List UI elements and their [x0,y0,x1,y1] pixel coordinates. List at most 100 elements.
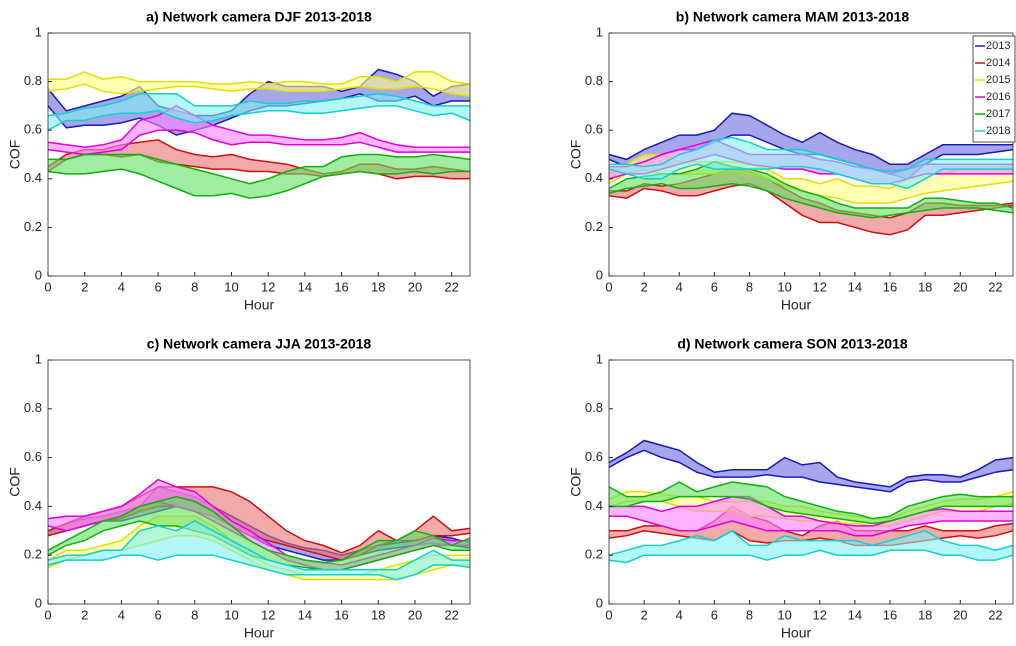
band-lower-edge [608,549,1014,564]
y-tick-label: 1 [596,24,603,39]
x-tick-label: 2 [81,607,88,622]
band-lower-edge [47,554,471,581]
legend-label: 2016 [986,91,1010,103]
band-lower-edge [608,182,1014,219]
band-fill [609,482,1013,524]
y-tick-label: 1 [35,24,42,39]
x-tick-label: 22 [988,607,1002,622]
band-lower-edge [609,515,1013,537]
band-upper-edge [47,93,470,117]
y-tick-label: 0.4 [585,498,603,513]
x-tick-label: 4 [676,607,683,622]
legend-label: 2014 [986,57,1010,69]
y-tick-label: 0.8 [585,73,603,88]
chart-title: c) Network camera JJA 2013-2018 [147,336,372,352]
band-fill [609,161,1013,218]
x-tick-label: 12 [813,607,827,622]
band-lower-edge [609,495,1013,525]
x-tick-label: 16 [883,607,897,622]
x-tick-label: 10 [777,279,791,294]
x-tick-label: 2 [641,279,648,294]
y-tick-label: 0.6 [585,122,603,137]
x-tick-label: 16 [334,279,348,294]
band-fill [48,521,470,580]
x-axis-label: Hour [781,297,812,313]
band-lower-edge [47,83,471,97]
x-tick-label: 10 [224,607,238,622]
x-tick-label: 8 [746,607,753,622]
axes-box [47,32,471,277]
x-tick-label: 8 [191,607,198,622]
band-upper-edge [608,481,1013,520]
y-tick-label: 0 [35,595,42,610]
x-tick-label: 2 [641,607,648,622]
legend-label: 2015 [986,74,1010,86]
x-tick-label: 14 [298,279,312,294]
x-tick-label: 8 [746,279,753,294]
band-lower-edge [608,182,1014,236]
band-fill [48,105,470,155]
x-tick-label: 22 [444,607,458,622]
chart-title: a) Network camera DJF 2013-2018 [146,9,372,25]
x-tick-label: 18 [371,279,385,294]
x-tick-label: 0 [44,279,51,294]
band-upper-edge [47,520,470,571]
y-tick-label: 1 [35,351,42,366]
y-tick-label: 0.6 [24,449,42,464]
x-tick-label: 4 [118,279,125,294]
x-tick-label: 12 [261,607,275,622]
y-axis-label: COF [568,467,584,497]
y-tick-label: 0.4 [585,170,603,185]
legend: 2013 2014 2015 2016 2017 2018 [972,35,1016,143]
x-tick-label: 14 [298,607,312,622]
x-tick-label: 20 [408,279,422,294]
x-tick-label: 22 [988,279,1002,294]
legend-box [972,35,1016,143]
y-tick-label: 0.2 [585,219,603,234]
y-tick-label: 0 [596,595,603,610]
band-fill [48,496,470,570]
x-tick-label: 16 [883,279,897,294]
x-tick-label: 12 [813,279,827,294]
band-upper-edge [608,529,1014,556]
band-upper-edge [48,153,471,185]
x-tick-label: 8 [191,279,198,294]
y-tick-label: 0.4 [24,170,42,185]
y-tick-label: 0.6 [24,122,42,137]
x-tick-label: 6 [154,279,161,294]
y-tick-label: 0.4 [24,498,42,513]
x-tick-label: 0 [44,607,51,622]
band-lower-edge [608,163,1013,190]
band-upper-edge [608,161,1014,209]
band-lower-edge [608,449,1014,493]
x-tick-label: 0 [605,279,612,294]
x-tick-label: 18 [918,607,932,622]
y-tick-label: 0.6 [585,449,603,464]
x-axis-label: Hour [244,625,275,641]
x-tick-label: 14 [848,607,862,622]
band-upper-edge [609,136,1013,173]
y-tick-label: 0.8 [585,400,603,415]
band-lower-edge [47,105,471,131]
band-upper-edge [609,495,1013,527]
y-tick-label: 0.2 [585,547,603,562]
x-tick-label: 6 [711,279,718,294]
x-tick-label: 18 [918,279,932,294]
y-tick-label: 1 [596,351,603,366]
x-tick-label: 4 [676,279,683,294]
y-tick-label: 0 [596,267,603,282]
y-tick-label: 0.2 [24,219,42,234]
band-fill [48,71,470,97]
x-tick-label: 0 [605,607,612,622]
band-upper-edge [608,439,1014,488]
y-tick-label: 0.2 [24,547,42,562]
band-upper-edge [48,71,471,85]
band-lower-edge [47,168,470,199]
x-tick-label: 14 [848,279,862,294]
x-tick-label: 16 [334,607,348,622]
axes-box [608,32,1014,277]
axes-box [608,359,1014,605]
band-fill [609,440,1013,492]
band-lower-edge [47,129,470,156]
